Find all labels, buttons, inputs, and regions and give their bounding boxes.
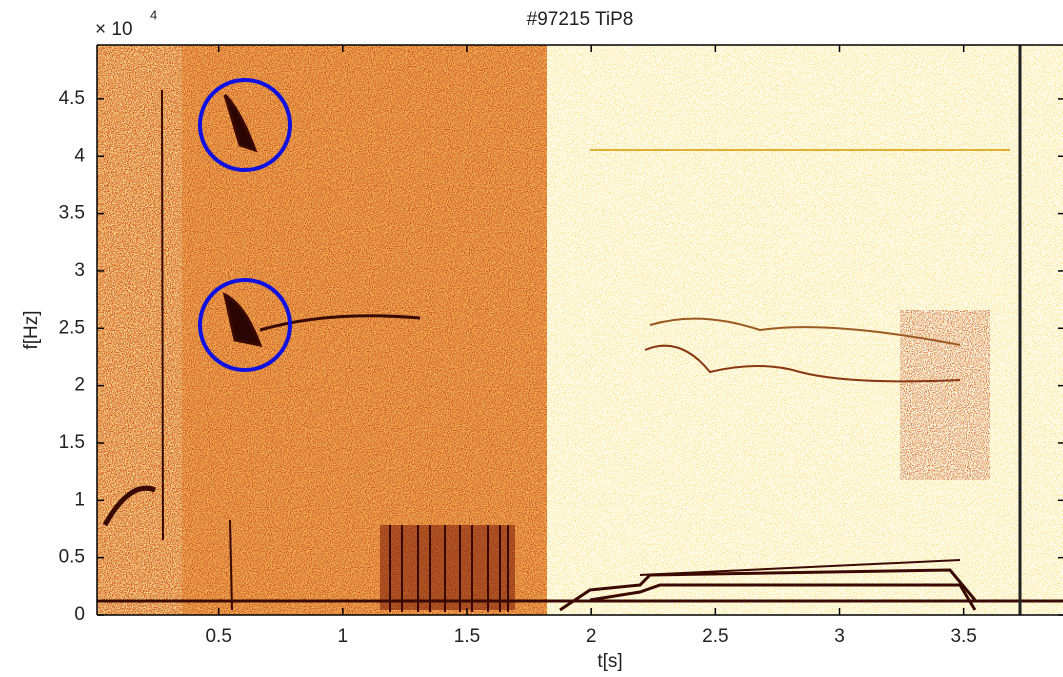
x-tick-label: 0.5 (205, 626, 231, 647)
x-tick-label: 1 (338, 626, 349, 647)
y-tick-label: 0.5 (59, 547, 85, 568)
y-tick-label: 4 (74, 145, 85, 166)
x-tick-label: 1.5 (454, 626, 480, 647)
x-tick-label: 2 (586, 626, 597, 647)
annotation-circle (198, 278, 292, 372)
y-tick-label: 3.5 (59, 203, 85, 224)
x-tick-label: 2.5 (702, 626, 728, 647)
y-multiplier-power: 4 (150, 7, 157, 22)
annotation-circle (198, 78, 292, 172)
spectrogram-image (97, 45, 1063, 615)
chart-title: #97215 TiP8 (527, 9, 634, 30)
y-axis-label: f[Hz] (21, 310, 42, 349)
y-multiplier-base: × 10 (95, 19, 133, 40)
y-tick-label: 3 (74, 260, 85, 281)
x-tick-label: 3.5 (950, 626, 976, 647)
x-tick-label: 3 (834, 626, 845, 647)
y-tick-label: 0 (74, 604, 85, 625)
x-axis-label: t[s] (597, 651, 622, 672)
y-tick-label: 1 (74, 489, 85, 510)
y-tick-label: 4.5 (59, 88, 85, 109)
y-tick-label: 2.5 (59, 317, 85, 338)
y-tick-label: 1.5 (59, 432, 85, 453)
y-tick-label: 2 (74, 375, 85, 396)
